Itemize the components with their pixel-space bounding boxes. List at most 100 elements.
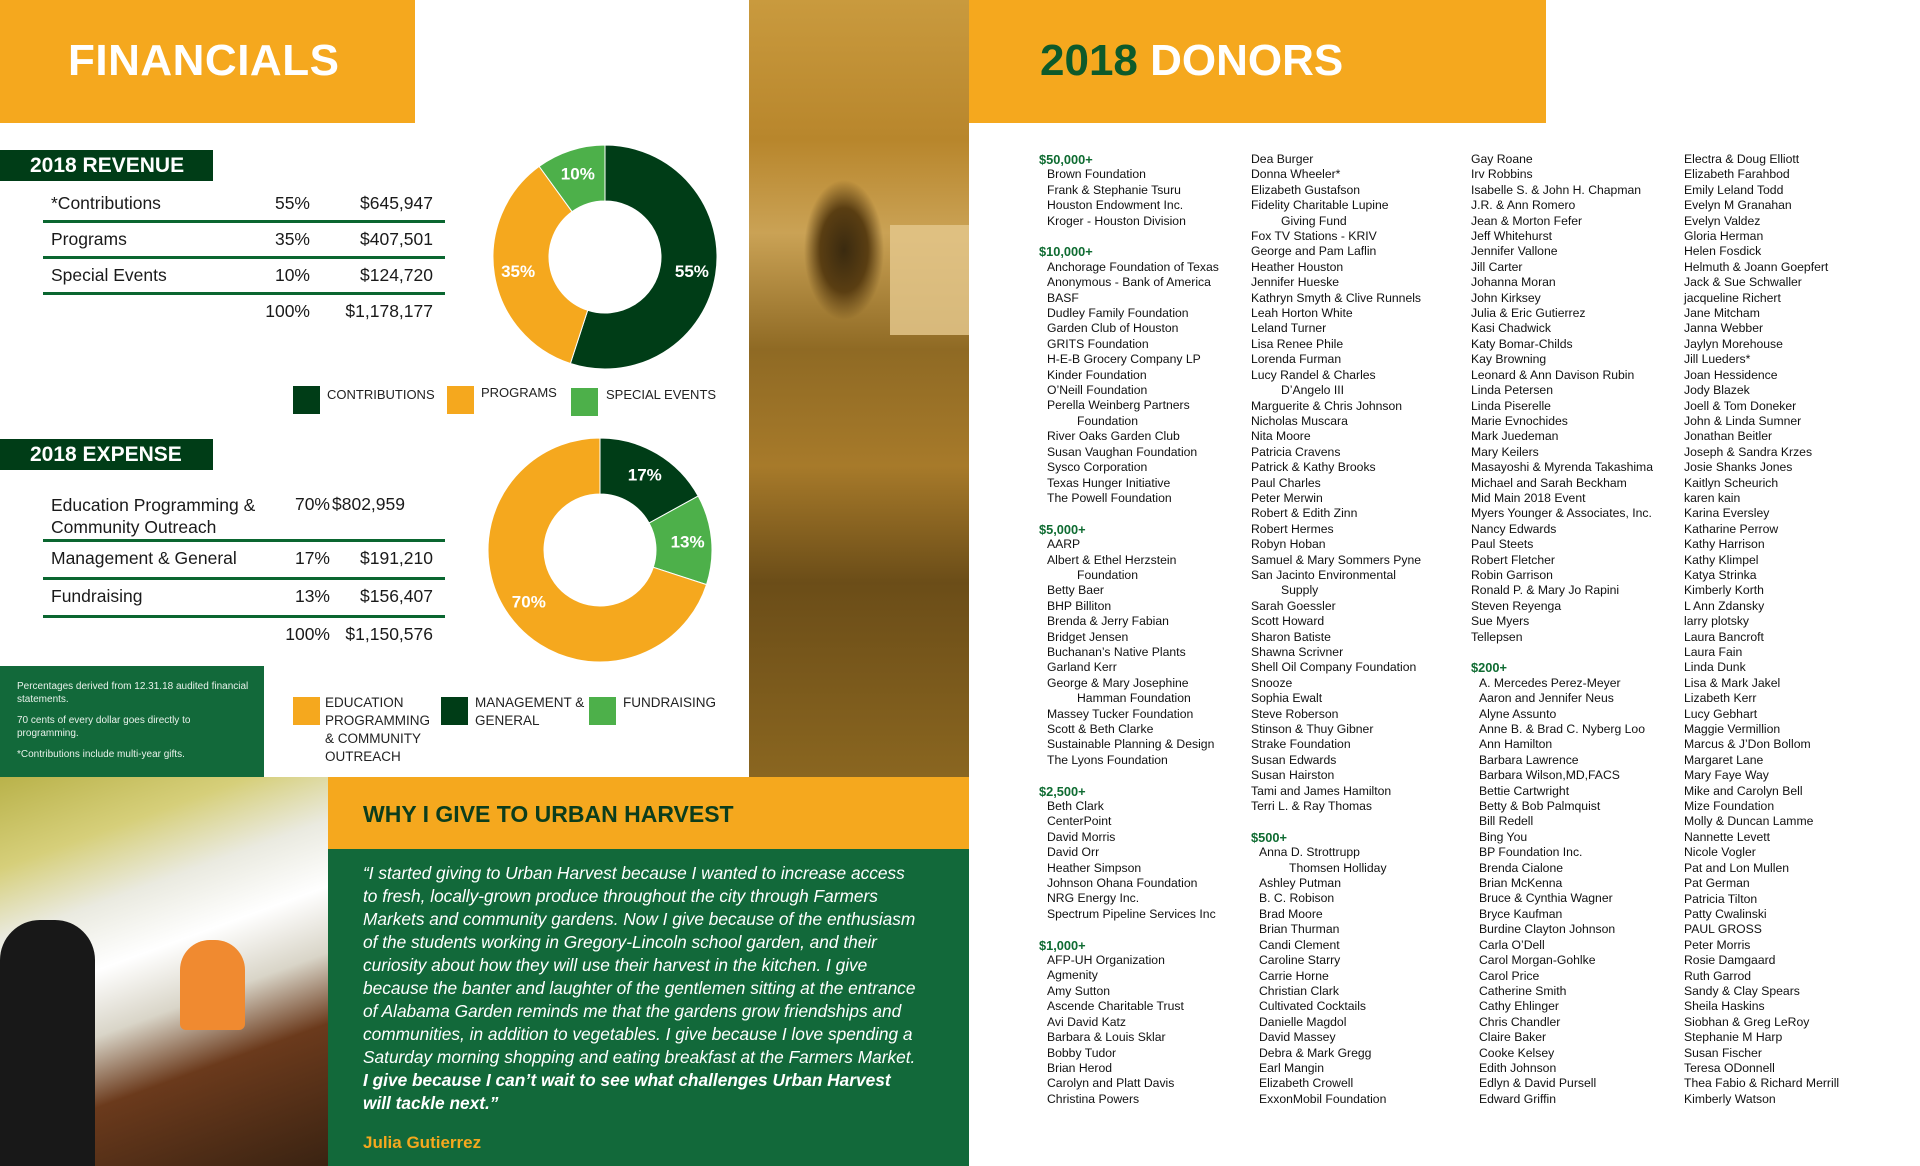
- donor-name: Ashley Putman: [1251, 876, 1461, 891]
- donor-name-line: Sharon Batiste: [1251, 629, 1331, 644]
- donor-name-line: Carolyn and Platt Davis: [1047, 1076, 1175, 1091]
- donor-name: Bobby Tudor: [1039, 1046, 1249, 1061]
- donor-name: Snooze: [1251, 676, 1461, 691]
- donor-name-line: Carol Morgan-Gohlke: [1479, 953, 1596, 968]
- donor-tier-heading: $200+: [1471, 660, 1507, 676]
- donor-name-line: Masayoshi & Myrenda Takashima: [1471, 460, 1653, 475]
- donor-name-line: David Morris: [1047, 829, 1116, 844]
- donor-name: Kay Browning: [1471, 352, 1681, 367]
- donor-name: Garden Club of Houston: [1039, 321, 1249, 336]
- donor-name: Kasi Chadwick: [1471, 321, 1681, 336]
- donor-name: jacqueline Richert: [1684, 291, 1894, 306]
- donor-name: Katya Strinka: [1684, 568, 1894, 583]
- donor-name-line: David Orr: [1047, 845, 1100, 860]
- donor-name: Sarah Goessler: [1251, 599, 1461, 614]
- donor-name-line: River Oaks Garden Club: [1047, 429, 1180, 444]
- donor-name: Bryce Kaufman: [1471, 907, 1681, 922]
- donor-name: Jonathan Beitler: [1684, 429, 1894, 444]
- donor-name-line: Edlyn & David Pursell: [1479, 1076, 1597, 1091]
- donor-name: Myers Younger & Associates, Inc.: [1471, 506, 1681, 521]
- expense-table: Education Programming & Community Outrea…: [43, 488, 445, 654]
- donor-name: Scott Howard: [1251, 614, 1461, 629]
- row-amount: $191,210: [360, 548, 433, 568]
- donor-name: Jody Blazek: [1684, 383, 1894, 398]
- donor-name: Leonard & Ann Davison Rubin: [1471, 368, 1681, 383]
- donor-name: Claire Baker: [1471, 1030, 1681, 1045]
- donor-name: Donna Wheeler*: [1251, 167, 1461, 182]
- donor-name: Sophia Ewalt: [1251, 691, 1461, 706]
- donor-name-line: Jill Carter: [1471, 259, 1523, 274]
- donor-name-line: Betty Baer: [1047, 583, 1104, 598]
- donor-name: George & Mary Josephine Hamman Foundation: [1039, 676, 1249, 707]
- donor-name-line: Aaron and Jennifer Neus: [1479, 691, 1614, 706]
- donor-name: Robyn Hoban: [1251, 537, 1461, 552]
- donor-name: Buchanan’s Native Plants: [1039, 645, 1249, 660]
- donor-name-line: Maggie Vermillion: [1684, 722, 1781, 737]
- donor-name-line: Sophia Ewalt: [1251, 691, 1323, 706]
- donor-name-continuation: Foundation: [1077, 567, 1138, 582]
- donor-name-line: Steven Reyenga: [1471, 598, 1562, 613]
- donor-name: Lisa Renee Phile: [1251, 337, 1461, 352]
- donor-name: Joseph & Sandra Krzes: [1684, 445, 1894, 460]
- donor-name-line: Marie Evnochides: [1471, 413, 1568, 428]
- donut-slice-label: 70%: [512, 593, 546, 612]
- donor-name-line: Bobby Tudor: [1047, 1045, 1117, 1060]
- donor-tier-heading: $10,000+: [1039, 244, 1093, 260]
- donor-name: Cathy Ehlinger: [1471, 999, 1681, 1014]
- donor-name: karen kain: [1684, 491, 1894, 506]
- donor-group: $200+ A. Mercedes Perez-Meyer Aaron and Je…: [1471, 660, 1681, 1107]
- donor-column: Dea Burger Donna Wheeler* Elizabeth Gustaf…: [1251, 152, 1461, 1123]
- donor-name-line: Heather Houston: [1251, 259, 1344, 274]
- note-seventy-cents: 70 cents of every dollar goes directly t…: [17, 715, 191, 739]
- donor-name: Susan Fischer: [1684, 1046, 1894, 1061]
- expense-total-row: 100% $1,150,576: [43, 618, 445, 654]
- donor-name: Patrick & Kathy Brooks: [1251, 460, 1461, 475]
- donor-name: Katy Bomar-Childs: [1471, 337, 1681, 352]
- donor-name: Shawna Scrivner: [1251, 645, 1461, 660]
- donor-name-line: Susan Vaughan Foundation: [1047, 444, 1198, 459]
- donor-name: Aaron and Jennifer Neus: [1471, 691, 1681, 706]
- donor-name: Isabelle S. & John H. Chapman: [1471, 183, 1681, 198]
- donut-slice-label: 35%: [501, 262, 535, 281]
- donor-name: Anonymous - Bank of America: [1039, 275, 1249, 290]
- donor-name: Mary Faye Way: [1684, 768, 1894, 783]
- donor-name-line: Elizabeth Crowell: [1259, 1076, 1354, 1091]
- row-percent: 13%: [294, 586, 330, 606]
- donor-group: $1,000+ AFP-UH Organization Agmenity Amy Su…: [1039, 938, 1249, 1107]
- donor-name-continuation: D’Angelo III: [1281, 383, 1345, 398]
- row-percent: 17%: [294, 548, 330, 568]
- donor-name: Sharon Batiste: [1251, 630, 1461, 645]
- row-name: Special Events: [51, 265, 167, 285]
- donut-slice-label: 17%: [628, 465, 662, 484]
- donor-name-line: Ronald P. & Mary Jo Rapini: [1471, 583, 1620, 598]
- donor-name-line: Lizabeth Kerr: [1684, 691, 1757, 706]
- donor-name-line: BHP Billiton: [1047, 598, 1112, 613]
- donor-name: Heather Houston: [1251, 260, 1461, 275]
- donor-name: Cooke Kelsey: [1471, 1046, 1681, 1061]
- donor-name-line: Irv Robbins: [1471, 167, 1533, 182]
- revenue-legend: CONTRIBUTIONS PROGRAMS SPECIAL EVENTS: [293, 384, 753, 416]
- donor-name: Karina Eversley: [1684, 506, 1894, 521]
- donor-name: Dudley Family Foundation: [1039, 306, 1249, 321]
- donor-name-line: Barbara Wilson,MD,FACS: [1479, 768, 1620, 783]
- donor-name-line: The Lyons Foundation: [1047, 752, 1168, 767]
- legend-label: MANAGEMENT & GENERAL: [475, 695, 585, 728]
- donor-column: $50,000+ Brown Foundation Frank & Stephani…: [1039, 152, 1249, 1123]
- donor-name: Bettie Cartwright: [1471, 784, 1681, 799]
- donor-name: Beth Clark: [1039, 799, 1249, 814]
- donor-name: Tami and James Hamilton: [1251, 784, 1461, 799]
- donor-name: Earl Mangin: [1251, 1061, 1461, 1076]
- total-amount: $1,150,576: [345, 624, 433, 644]
- donor-name: Carol Morgan-Gohlke: [1471, 953, 1681, 968]
- expense-row-fundraising: Fundraising 13% $156,407: [43, 580, 445, 618]
- donor-name-line: Kimberly Korth: [1684, 583, 1764, 598]
- donor-name-line: Tellepsen: [1471, 629, 1523, 644]
- donor-name-continuation: Giving Fund: [1281, 213, 1347, 228]
- donor-name-line: L Ann Zdansky: [1684, 598, 1765, 613]
- donor-name-line: Linda Petersen: [1471, 383, 1553, 398]
- donor-name-line: Karina Eversley: [1684, 506, 1770, 521]
- donor-name-line: Beth Clark: [1047, 799, 1104, 814]
- donor-name-line: Bettie Cartwright: [1479, 783, 1570, 798]
- legend-swatch-special-events: [571, 388, 598, 416]
- donor-name: Evelyn M Granahan: [1684, 198, 1894, 213]
